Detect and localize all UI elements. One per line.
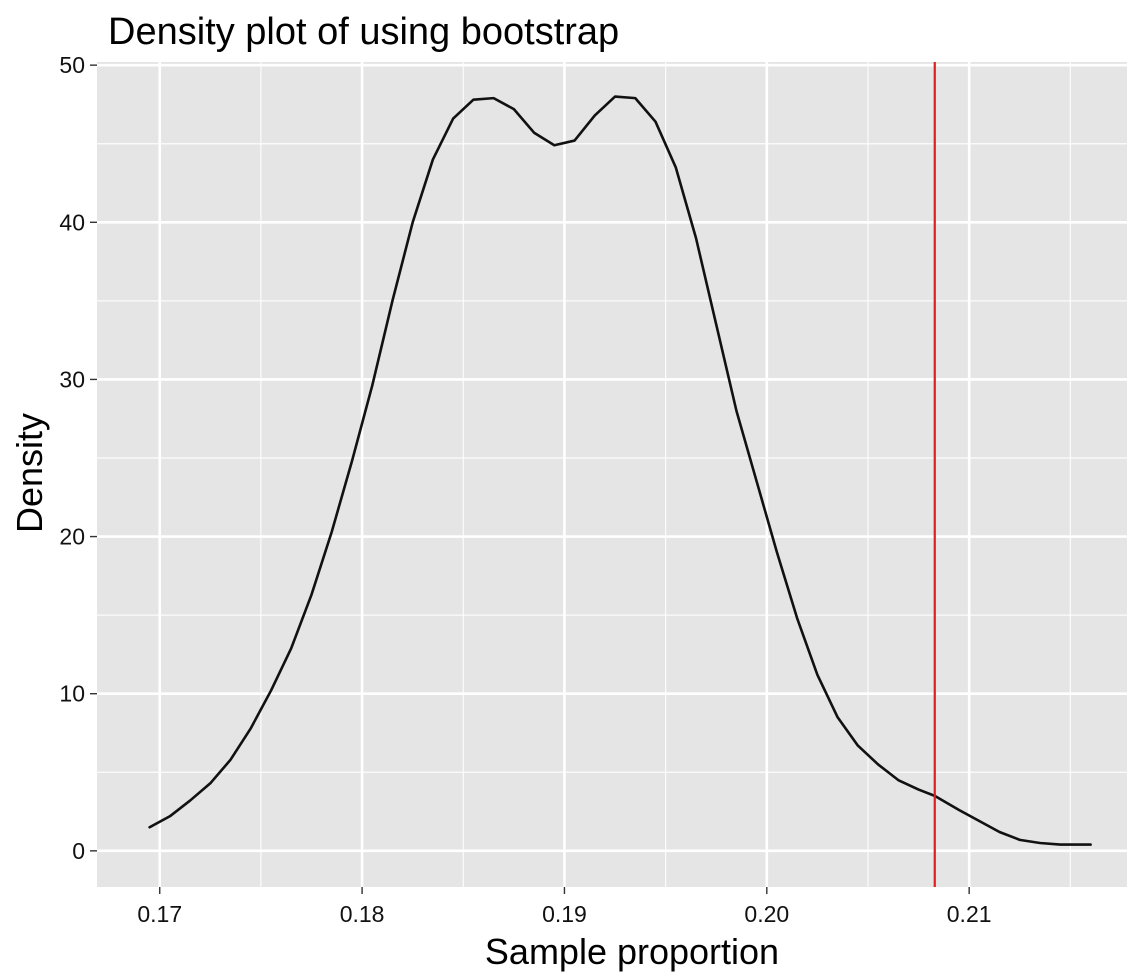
x-tick-label: 0.19 — [542, 901, 587, 927]
y-tick-label: 40 — [59, 209, 85, 235]
watermark-text: 掘金技术社区 @ 布客飞龙 — [822, 930, 1090, 956]
y-tick-label: 0 — [72, 838, 85, 864]
x-tick-label: 0.21 — [947, 901, 992, 927]
density-series — [148, 95, 1092, 846]
density-curve — [148, 95, 1092, 846]
minor-grid-vertical — [260, 62, 1071, 887]
y-tick-label: 30 — [59, 366, 85, 392]
x-axis-title: Sample proportion — [485, 931, 779, 972]
x-axis-ticks: 0.17 0.18 0.19 0.20 0.21 — [137, 887, 992, 927]
x-tick-label: 0.17 — [137, 901, 182, 927]
x-tick-label: 0.20 — [744, 901, 789, 927]
y-tick-label: 50 — [59, 52, 85, 78]
minor-grid-horizontal — [97, 143, 1127, 773]
plot-panel — [97, 62, 1127, 887]
y-tick-label: 20 — [59, 524, 85, 550]
y-axis-ticks: 0 10 20 30 40 50 — [59, 52, 97, 864]
chart-title: Density plot of using bootstrap — [108, 11, 619, 53]
x-tick-label: 0.18 — [340, 901, 385, 927]
y-tick-label: 10 — [59, 681, 85, 707]
y-axis-title: Density — [9, 413, 50, 533]
major-grid-vertical — [158, 62, 971, 887]
